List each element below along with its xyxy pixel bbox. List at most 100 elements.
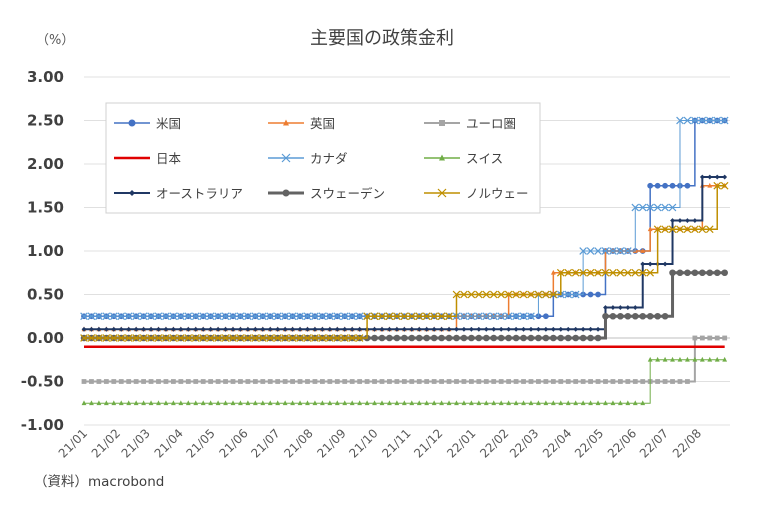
data-point-marker	[109, 312, 118, 321]
data-point-marker	[215, 400, 221, 406]
legend-item: スウェーデン	[268, 186, 385, 201]
data-point-marker	[87, 334, 96, 342]
data-point-marker	[536, 400, 541, 406]
data-point-marker	[482, 290, 491, 299]
data-point-marker	[625, 379, 631, 384]
data-point-marker	[305, 400, 310, 406]
data-point-marker	[550, 326, 556, 332]
data-point-marker	[260, 400, 266, 406]
data-point-marker	[379, 400, 385, 406]
x-tick-label: 22/07	[637, 426, 671, 460]
data-point-marker	[676, 269, 684, 277]
data-point-marker	[617, 400, 623, 406]
data-point-marker	[668, 225, 677, 234]
data-point-marker	[177, 334, 185, 342]
data-point-marker	[512, 312, 520, 321]
data-point-marker	[683, 225, 692, 234]
data-point-marker	[139, 334, 148, 342]
data-point-marker	[452, 290, 461, 299]
data-point-marker	[95, 334, 103, 342]
data-point-marker	[371, 334, 378, 342]
data-point-marker	[646, 312, 654, 320]
data-point-marker	[95, 312, 103, 321]
data-point-marker	[342, 379, 348, 384]
data-point-marker	[498, 379, 504, 384]
data-point-marker	[504, 290, 513, 299]
data-point-marker	[266, 312, 275, 321]
data-point-marker	[661, 312, 669, 320]
data-point-marker	[512, 290, 520, 299]
data-point-marker	[557, 334, 565, 342]
data-point-marker	[454, 326, 459, 332]
data-point-marker	[102, 334, 111, 342]
data-point-marker	[141, 400, 146, 406]
y-tick-label: -1.00	[21, 416, 64, 434]
data-point-marker	[252, 379, 258, 384]
data-point-marker	[394, 379, 400, 384]
data-point-marker	[603, 305, 608, 310]
data-point-marker	[513, 326, 519, 332]
data-point-marker	[379, 326, 385, 332]
data-point-marker	[163, 326, 169, 332]
data-point-marker	[193, 379, 199, 384]
data-point-marker	[595, 379, 601, 384]
data-point-marker	[156, 400, 161, 406]
data-point-marker	[475, 290, 483, 299]
data-point-marker	[461, 400, 467, 406]
data-point-marker	[512, 334, 520, 342]
data-point-marker	[178, 326, 184, 332]
data-point-marker	[401, 400, 407, 406]
data-point-marker	[676, 116, 684, 125]
data-point-marker	[571, 290, 580, 299]
data-point-marker	[631, 312, 639, 320]
data-point-marker	[288, 312, 297, 321]
data-point-marker	[430, 334, 438, 342]
data-point-marker	[439, 326, 444, 332]
data-point-marker	[236, 312, 245, 321]
data-point-marker	[439, 379, 444, 384]
data-point-marker	[476, 379, 482, 384]
data-point-marker	[200, 379, 206, 384]
data-point-marker	[617, 312, 624, 320]
data-point-marker	[640, 379, 646, 384]
x-tick-label: 22/02	[477, 426, 511, 460]
data-point-marker	[662, 182, 668, 189]
data-point-marker	[297, 400, 303, 406]
data-point-marker	[281, 312, 289, 321]
data-point-marker	[133, 326, 139, 332]
data-point-marker	[111, 326, 117, 332]
data-point-marker	[640, 261, 646, 267]
data-point-marker	[609, 268, 617, 277]
data-point-marker	[221, 334, 230, 342]
data-point-marker	[542, 290, 550, 299]
data-point-marker	[126, 379, 132, 384]
y-tick-label: 1.00	[27, 242, 64, 260]
data-point-marker	[109, 334, 118, 342]
data-point-marker	[401, 379, 407, 384]
data-point-marker	[617, 305, 623, 310]
x-tick-label: 22/01	[444, 426, 478, 460]
data-point-marker	[283, 119, 289, 126]
data-point-marker	[475, 334, 483, 342]
legend-box	[105, 102, 541, 214]
data-point-marker	[668, 203, 677, 212]
data-point-marker	[311, 312, 319, 321]
data-point-marker	[617, 379, 623, 384]
data-point-marker	[579, 268, 587, 277]
data-point-marker	[290, 379, 295, 384]
data-point-marker	[483, 379, 489, 384]
y-axis-ticks: 3.00 2.50 2.00 1.50 1.00 0.50 0.00 -0.50 -1.00	[21, 68, 64, 434]
data-point-marker	[372, 400, 377, 406]
data-point-marker	[431, 400, 437, 406]
y-tick-label: 2.50	[27, 112, 64, 130]
data-point-marker	[191, 334, 200, 342]
data-point-marker	[318, 334, 327, 342]
data-point-marker	[199, 312, 208, 321]
data-point-marker	[409, 326, 415, 332]
x-tick-label: 21/10	[346, 426, 380, 460]
data-point-marker	[542, 334, 550, 342]
y-tick-label: 1.50	[27, 199, 64, 217]
data-point-marker	[483, 326, 489, 332]
data-point-marker	[214, 334, 222, 342]
data-point-marker	[439, 154, 445, 161]
